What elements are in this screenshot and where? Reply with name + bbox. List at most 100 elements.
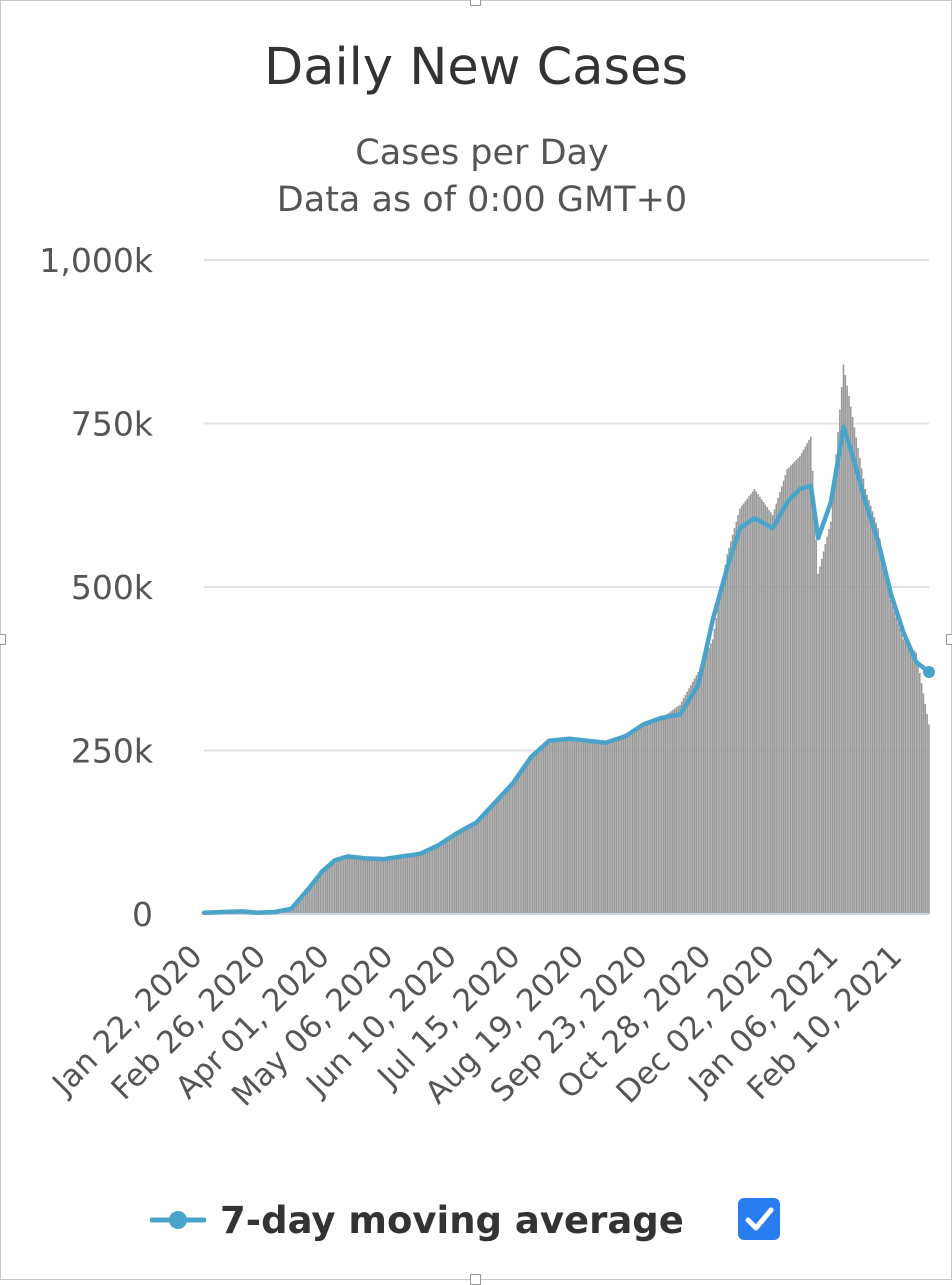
resize-handle-left[interactable]: [0, 634, 6, 645]
bar: [392, 857, 394, 914]
bar: [859, 458, 861, 914]
bar: [379, 858, 381, 914]
bar: [393, 857, 396, 914]
bar: [686, 691, 689, 914]
bar: [404, 855, 407, 914]
y-tick-label: 500k: [71, 568, 154, 607]
bar: [406, 855, 409, 914]
bar: [575, 739, 578, 914]
bar: [555, 739, 558, 914]
bar: [695, 675, 698, 914]
bar: [840, 387, 843, 914]
bar: [871, 511, 874, 914]
bar: [644, 723, 647, 914]
bar: [359, 857, 361, 914]
bar: [579, 739, 581, 914]
bar: [333, 860, 336, 914]
bar: [502, 793, 505, 914]
bar: [889, 600, 892, 914]
bar: [308, 887, 311, 914]
bar: [606, 742, 609, 914]
bar: [866, 494, 868, 914]
bar: [497, 798, 500, 914]
bar: [303, 894, 305, 914]
bar: [628, 733, 630, 914]
bar: [891, 605, 894, 914]
bar: [437, 845, 440, 914]
bar: [608, 741, 610, 914]
resize-handle-right[interactable]: [946, 634, 952, 645]
bar: [724, 564, 727, 914]
bar: [501, 794, 503, 914]
bar: [468, 826, 470, 914]
bar: [844, 375, 847, 914]
bar: [791, 463, 794, 914]
bar: [753, 488, 756, 914]
y-tick-label: 250k: [71, 732, 154, 771]
bar: [799, 456, 801, 914]
bar: [459, 831, 461, 914]
bar: [908, 644, 910, 914]
bar: [521, 770, 523, 914]
bar: [641, 725, 643, 914]
bar: [448, 838, 451, 914]
bar: [475, 822, 478, 914]
bar: [464, 828, 467, 914]
bar: [386, 858, 389, 914]
bar: [328, 865, 331, 914]
bar: [352, 857, 354, 914]
bar: [637, 727, 639, 914]
bar: [909, 646, 912, 914]
bar: [339, 858, 341, 914]
bar: [301, 896, 303, 914]
bar: [819, 566, 821, 914]
bar: [699, 667, 701, 914]
bar: [704, 655, 707, 914]
bar: [615, 739, 618, 914]
bar: [435, 846, 438, 914]
bar: [790, 465, 792, 914]
bar: [473, 823, 476, 914]
bar: [530, 757, 532, 914]
bar: [782, 480, 785, 914]
bar: [528, 759, 530, 914]
bar: [829, 521, 832, 914]
bar: [470, 825, 472, 914]
legend-item-label[interactable]: 7-day moving average: [220, 1198, 684, 1242]
bar: [688, 688, 690, 914]
bar: [626, 734, 629, 914]
bar: [630, 732, 632, 914]
bar: [862, 478, 865, 914]
bar: [742, 503, 745, 914]
bar: [310, 885, 312, 914]
bar: [388, 858, 391, 914]
bar: [581, 740, 583, 914]
bar: [715, 618, 718, 914]
bar: [700, 663, 703, 914]
bar: [784, 475, 787, 914]
y-tick-label: 0: [132, 895, 153, 934]
bar: [668, 712, 670, 914]
bar: [384, 858, 387, 914]
bar: [693, 678, 696, 914]
bar: [733, 528, 736, 914]
bar: [466, 827, 469, 914]
bar: [353, 857, 356, 914]
resize-handle-top[interactable]: [470, 0, 481, 6]
bar: [566, 738, 569, 914]
legend-checkbox[interactable]: [738, 1198, 780, 1240]
bar: [670, 711, 672, 914]
bar: [446, 839, 449, 914]
bar: [461, 830, 463, 914]
checkmark-icon: [745, 1207, 774, 1231]
bar-series: [203, 364, 930, 915]
bar: [597, 741, 599, 914]
bar: [546, 742, 549, 914]
bar: [319, 873, 321, 914]
bar: [452, 835, 454, 914]
bar: [886, 579, 888, 914]
legend: 7-day moving average: [150, 1194, 780, 1246]
bar: [651, 721, 654, 914]
bar: [426, 850, 429, 914]
bar: [875, 522, 878, 914]
